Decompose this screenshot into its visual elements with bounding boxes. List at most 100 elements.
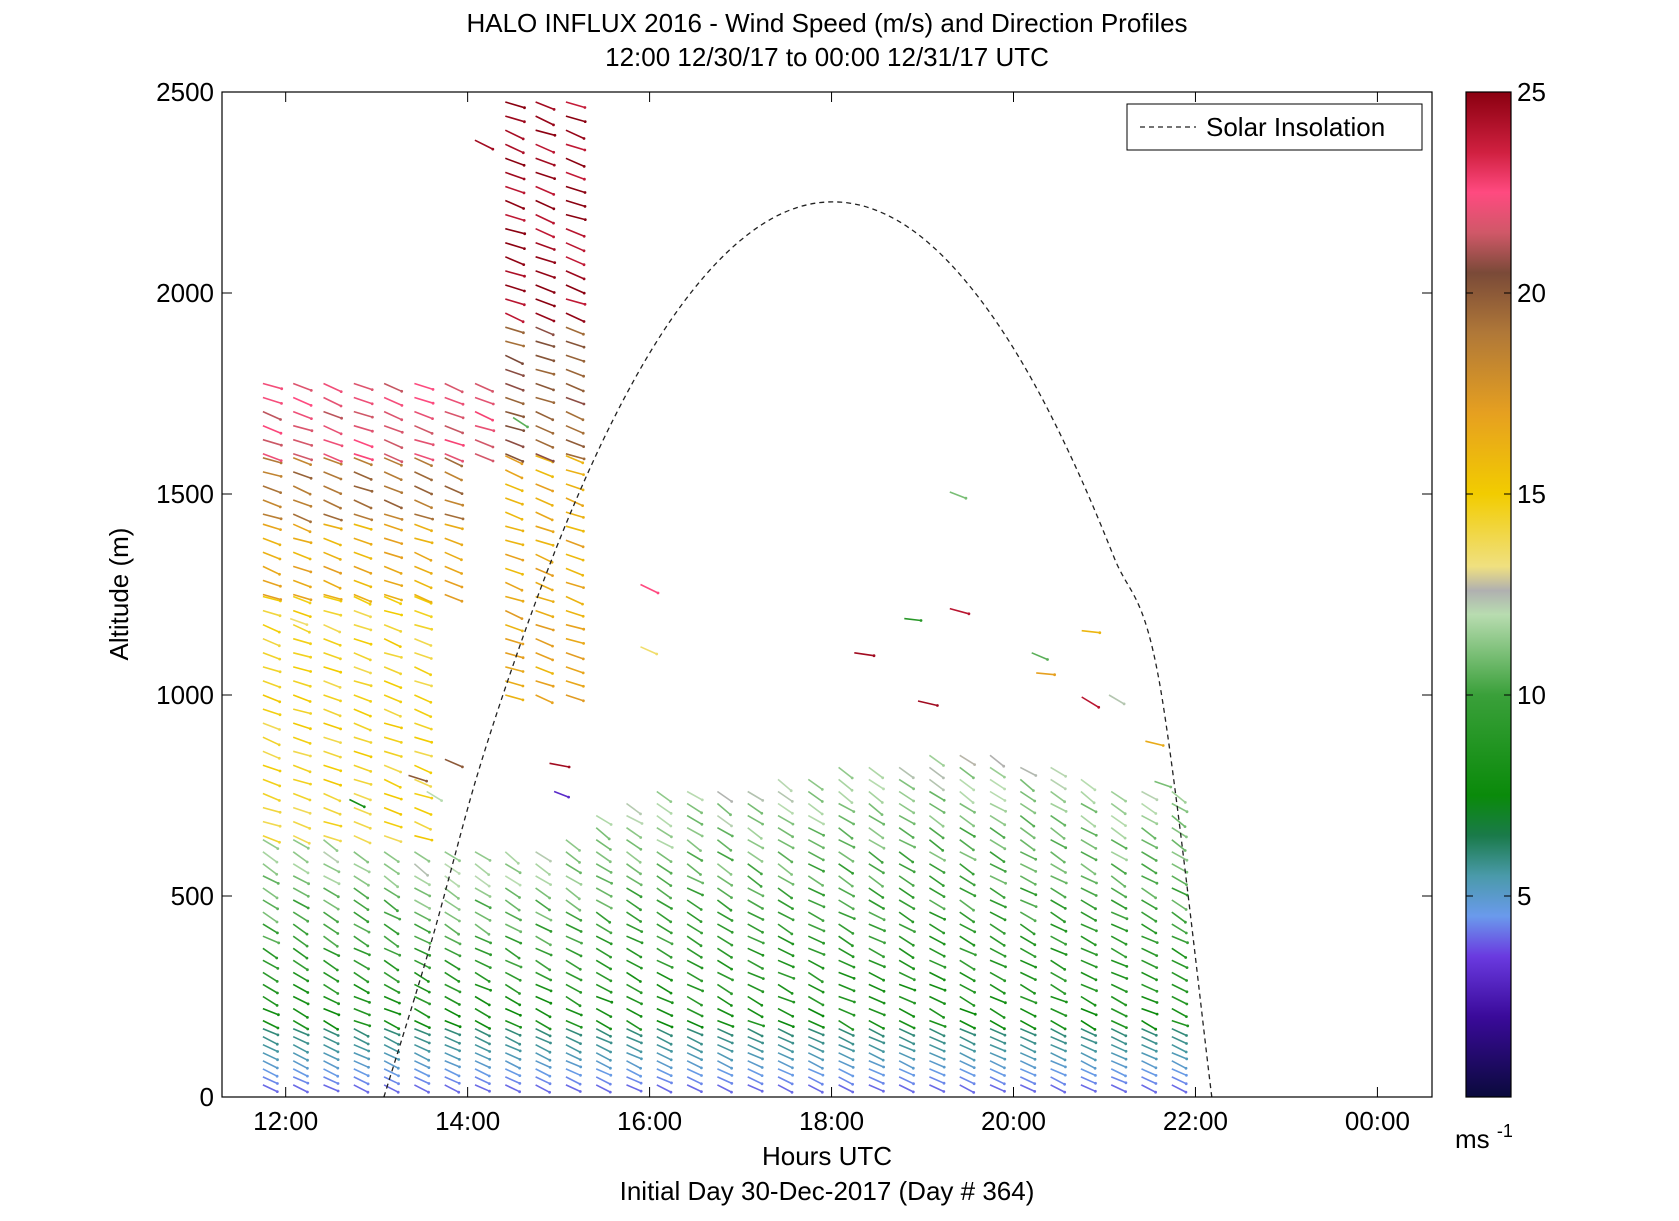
wind-vector-head <box>881 896 885 899</box>
wind-vector-head <box>552 388 555 392</box>
wind-vector <box>989 959 1006 968</box>
wind-vector <box>323 851 339 863</box>
wind-vector-head <box>400 430 404 434</box>
wind-vector <box>565 971 582 981</box>
wind-vector-head <box>973 1049 976 1053</box>
wind-vector <box>504 1076 521 1085</box>
wind-vector <box>505 666 524 673</box>
wind-vector-head <box>582 699 585 703</box>
wind-vector-head <box>1124 1057 1128 1061</box>
wind-vector-head <box>276 1058 279 1062</box>
wind-vector-head <box>1094 907 1097 911</box>
wind-vector <box>353 666 371 674</box>
wind-vector <box>959 875 975 886</box>
wind-vector <box>777 778 792 792</box>
wind-vector-head <box>669 1058 673 1062</box>
wind-vector <box>504 1052 521 1061</box>
wind-vector <box>353 424 373 432</box>
wind-vector <box>565 354 585 363</box>
wind-vector <box>505 284 525 292</box>
wind-vector-head <box>669 1042 673 1046</box>
wind-vector <box>505 227 525 235</box>
wind-vector <box>1110 1076 1127 1084</box>
wind-vector <box>686 983 703 992</box>
wind-vector <box>504 1084 520 1093</box>
wind-vector-head <box>851 859 855 863</box>
wind-vector-head <box>1062 860 1066 864</box>
wind-vector-head <box>760 1074 764 1077</box>
wind-vector <box>353 1043 370 1052</box>
wind-vector-head <box>339 390 343 393</box>
wind-vector <box>747 1052 763 1060</box>
wind-vector-head <box>882 1027 885 1030</box>
wind-vector <box>504 923 522 933</box>
wind-vector-head <box>369 798 372 802</box>
wind-vector-head <box>792 1000 796 1004</box>
wind-vector-head <box>1046 658 1049 661</box>
wind-vector-head <box>912 1034 916 1037</box>
wind-vector <box>323 792 341 802</box>
wind-vector <box>292 722 311 730</box>
wind-vector-head <box>699 908 703 911</box>
wind-vector <box>595 983 612 993</box>
wind-vector-head <box>369 527 373 531</box>
wind-vector <box>292 875 309 885</box>
wind-vector <box>262 595 281 602</box>
wind-vector-head <box>1124 942 1128 946</box>
wind-vector-head <box>791 1041 795 1045</box>
wind-vector <box>1050 766 1067 777</box>
wind-vector <box>504 1068 521 1077</box>
wind-vector <box>383 485 402 494</box>
wind-vector <box>656 887 672 899</box>
wind-vector-head <box>1186 941 1189 945</box>
wind-vector <box>413 875 430 886</box>
wind-vector <box>323 410 342 419</box>
wind-vector <box>353 485 373 493</box>
wind-vector-head <box>400 404 404 407</box>
wind-vector-head <box>760 1003 764 1007</box>
wind-vector-head <box>1033 1014 1037 1018</box>
wind-vector-head <box>306 919 310 923</box>
x-tick-label: 00:00 <box>1345 1106 1410 1136</box>
wind-vector-head <box>912 1015 916 1018</box>
wind-vector-head <box>277 644 281 648</box>
wind-vector-head <box>335 849 339 852</box>
wind-vector <box>747 959 763 970</box>
wind-vectors <box>262 101 1190 1094</box>
wind-vector-head <box>306 1090 309 1094</box>
wind-vector <box>292 834 310 845</box>
wind-vector <box>383 834 402 843</box>
wind-vector <box>1031 652 1048 661</box>
wind-vector <box>838 766 853 779</box>
wind-vector-head <box>700 931 703 935</box>
wind-vector <box>535 525 554 533</box>
wind-vector <box>626 1068 641 1077</box>
wind-vector-head <box>761 930 764 934</box>
wind-vector <box>535 298 555 307</box>
wind-vector <box>747 863 762 875</box>
wind-vector <box>444 453 463 462</box>
wind-vector-head <box>583 205 587 208</box>
wind-vector <box>595 1084 611 1093</box>
wind-vector <box>1110 1084 1126 1093</box>
wind-vector-head <box>1185 858 1189 862</box>
wind-vector-head <box>851 1028 855 1031</box>
wind-vector <box>565 694 584 702</box>
wind-vector <box>414 736 432 744</box>
wind-vector-head <box>669 920 673 924</box>
wind-vector-head <box>522 429 526 432</box>
wind-vector <box>1080 1060 1096 1070</box>
x-tick-label: 16:00 <box>617 1106 682 1136</box>
wind-vector-head <box>458 1049 461 1053</box>
wind-vector <box>565 911 582 922</box>
wind-vector-head <box>700 1082 703 1086</box>
wind-vector-head <box>369 755 373 759</box>
wind-vector <box>565 101 586 109</box>
wind-vector <box>262 863 278 875</box>
wind-vector <box>535 1019 551 1030</box>
wind-vector <box>656 983 672 994</box>
wind-vector <box>716 802 732 816</box>
wind-vector <box>1050 827 1065 840</box>
wind-vector <box>626 935 643 944</box>
